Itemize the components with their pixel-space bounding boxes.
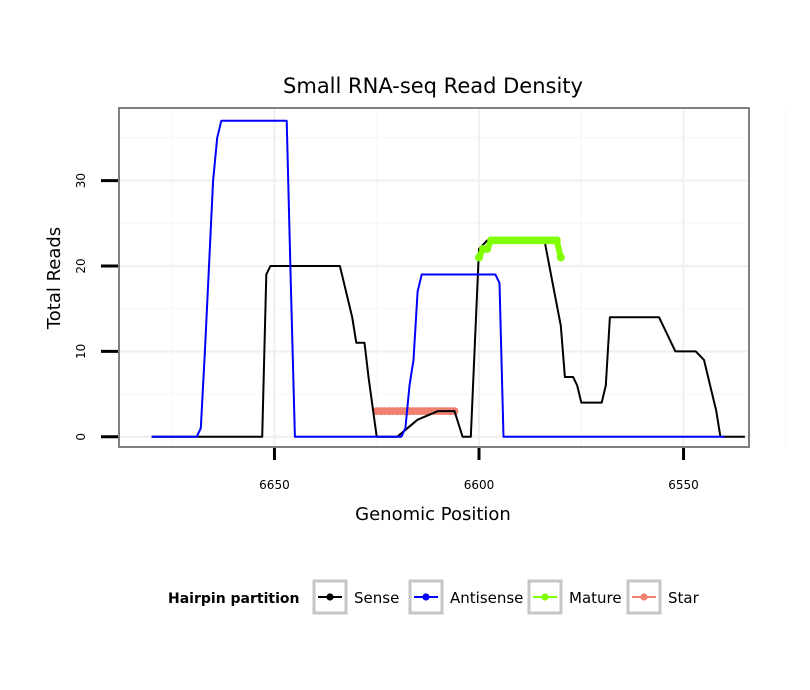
legend-key-dot-star: [640, 593, 648, 601]
x-tick-label: 6650: [259, 478, 290, 492]
grid: [119, 108, 787, 447]
mature-data-point: [475, 253, 483, 262]
series-layer: [151, 119, 745, 438]
legend-label-sense: Sense: [354, 589, 399, 607]
antisense-series-line: [151, 119, 725, 438]
y-tick-label: 30: [74, 173, 88, 188]
legend-label-mature: Mature: [569, 589, 622, 607]
y-tick-label: 20: [74, 258, 88, 273]
x-axis-label: Genomic Position: [355, 504, 511, 525]
legend: Hairpin partition Sense Antisense Mature St…: [168, 579, 700, 615]
x-tick-label: 6600: [464, 478, 495, 492]
y-tick-label: 0: [74, 433, 88, 441]
mature-data-point: [552, 236, 561, 245]
legend-key-dot-sense: [326, 593, 334, 601]
mature-data-point: [483, 244, 492, 253]
mature-data-point: [556, 253, 565, 262]
plot-panel-border: [118, 107, 750, 448]
axes: 6650 6600 6550 0 10 20 30: [74, 173, 699, 492]
y-tick-label: 10: [74, 344, 88, 359]
legend-label-star: Star: [668, 589, 700, 607]
legend-key-dot-antisense: [422, 593, 430, 601]
chart-title: Small RNA-seq Read Density: [283, 74, 583, 98]
x-tick-label: 6550: [668, 478, 699, 492]
sense-series-line: [151, 239, 745, 438]
legend-title: Hairpin partition: [168, 591, 299, 607]
legend-label-antisense: Antisense: [450, 589, 523, 607]
legend-key-dot-mature: [541, 593, 549, 601]
y-axis-label: Total Reads: [44, 227, 65, 330]
